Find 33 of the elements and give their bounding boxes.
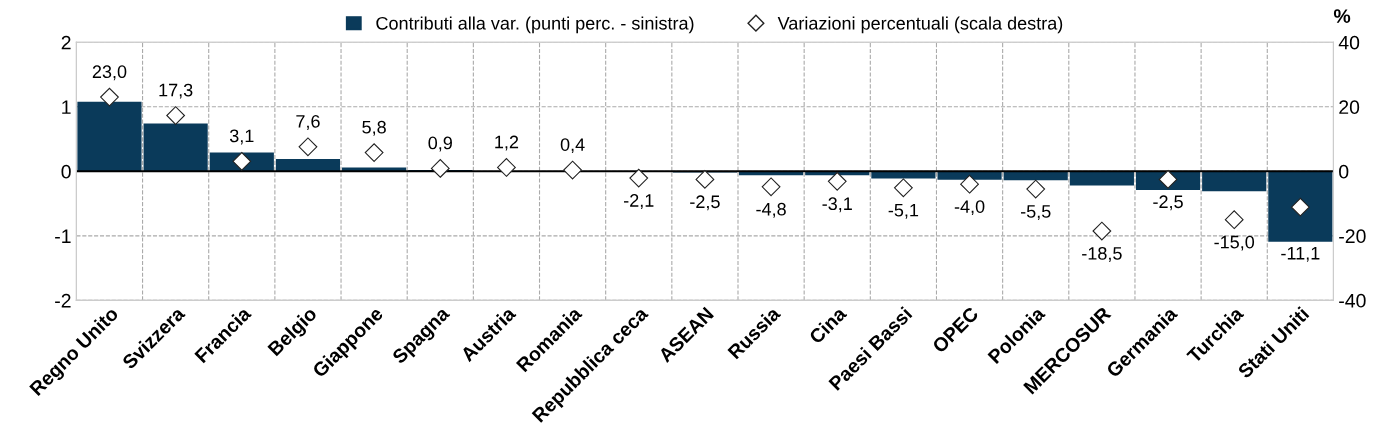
y2-tick-label: 40 (1338, 35, 1360, 50)
data-label: -18,5 (1082, 246, 1122, 262)
data-label: -11,1 (1281, 246, 1320, 262)
legend-label: Variazioni percentuali (scala destra) (777, 16, 1063, 34)
legend-label: Contributi alla var. (punti perc. - sinistra) (376, 16, 694, 34)
data-label: -3,1 (822, 197, 852, 213)
y-tick-label: 0 (61, 164, 71, 179)
data-label: 7,6 (296, 114, 320, 130)
y2-axis-title: % (1333, 9, 1351, 23)
data-label: 0,4 (560, 138, 585, 154)
y-tick-label: 2 (61, 35, 71, 50)
y-tick-label: -1 (55, 229, 71, 243)
data-label: -5,5 (1020, 205, 1051, 220)
data-label: 0,9 (428, 136, 452, 152)
data-label: 5,8 (362, 120, 386, 136)
y-tick-label: 1 (62, 100, 71, 114)
y2-tick-label: 20 (1339, 100, 1360, 115)
data-label: -4,8 (756, 202, 786, 218)
data-label: 17,3 (159, 83, 193, 99)
data-label: 3,1 (229, 129, 254, 145)
data-label: -2,5 (1153, 195, 1183, 211)
y2-tick-label: 0 (1339, 164, 1349, 179)
data-label: -15,0 (1214, 235, 1255, 251)
data-label: -2,1 (624, 194, 654, 209)
data-label: -4,0 (954, 200, 985, 216)
data-label: -5,1 (888, 203, 919, 219)
y2-tick-label: -20 (1339, 229, 1366, 244)
y2-tick-label: -40 (1339, 293, 1366, 308)
y-tick-label: -2 (55, 293, 71, 308)
x-tick-label: Cina (808, 305, 848, 345)
data-label: 23,0 (92, 65, 127, 81)
data-label: 1,2 (495, 135, 519, 151)
data-label: -2,5 (690, 195, 720, 211)
